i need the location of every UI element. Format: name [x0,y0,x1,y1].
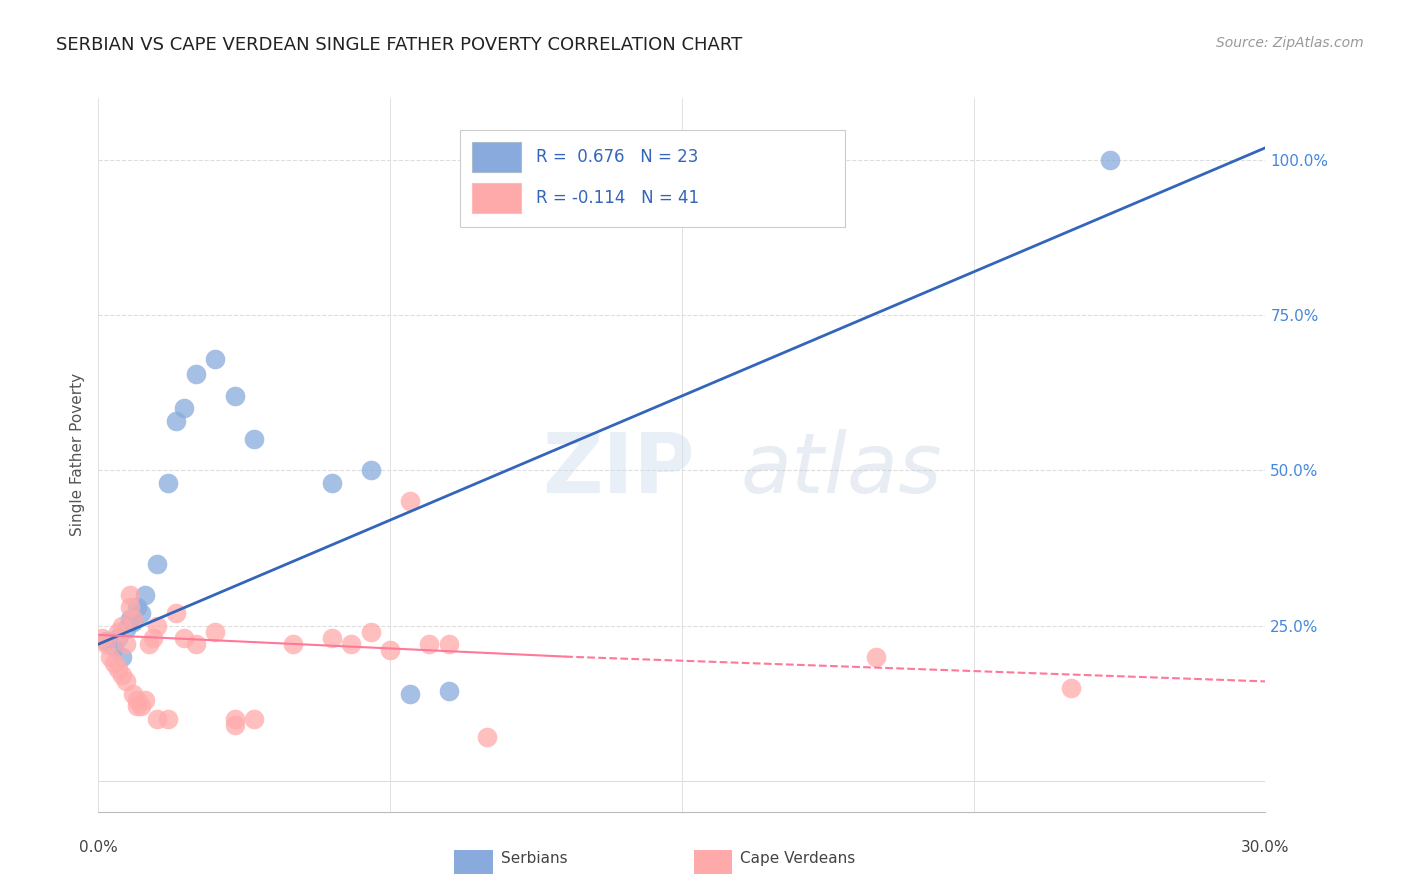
FancyBboxPatch shape [472,183,520,213]
Point [224,712,246,726]
Point [98,649,121,664]
Point [103,640,125,655]
Point [114,637,136,651]
Point [111,649,134,664]
Point [224,389,246,403]
Point [118,612,141,626]
Point [118,588,141,602]
Point [107,631,129,645]
Point [146,712,169,726]
Point [437,637,460,651]
Point [111,668,134,682]
Point [118,599,141,614]
Point [107,662,129,676]
Y-axis label: Single Father Poverty: Single Father Poverty [70,374,86,536]
Point [157,712,180,726]
Point [122,615,145,630]
Text: Cape Verdeans: Cape Verdeans [741,851,855,865]
Point [165,606,187,620]
Point [360,463,382,477]
Point [91,631,114,645]
Point [142,631,165,645]
Point [1060,681,1083,695]
Point [96,637,118,651]
Point [114,622,136,636]
Point [418,637,440,651]
Point [114,674,136,689]
Point [477,731,499,745]
Point [865,649,887,664]
Point [134,588,156,602]
Point [129,699,152,714]
Point [204,351,226,366]
Text: R = -0.114   N = 41: R = -0.114 N = 41 [536,189,699,207]
Text: 0.0%: 0.0% [79,840,118,855]
Text: 30.0%: 30.0% [1241,840,1289,855]
Point [127,693,149,707]
Point [138,637,160,651]
Text: R =  0.676   N = 23: R = 0.676 N = 23 [536,148,699,166]
Point [157,475,180,490]
Point [281,637,304,651]
Point [165,414,187,428]
Point [122,687,145,701]
FancyBboxPatch shape [460,130,845,227]
Point [184,368,207,382]
Point [1098,153,1121,168]
Point [111,618,134,632]
Point [146,618,169,632]
Text: SERBIAN VS CAPE VERDEAN SINGLE FATHER POVERTY CORRELATION CHART: SERBIAN VS CAPE VERDEAN SINGLE FATHER PO… [56,36,742,54]
FancyBboxPatch shape [693,850,733,874]
Point [398,687,420,701]
Point [398,494,420,508]
Text: Source: ZipAtlas.com: Source: ZipAtlas.com [1216,36,1364,50]
Point [204,624,226,639]
FancyBboxPatch shape [472,142,520,171]
Point [340,637,363,651]
FancyBboxPatch shape [454,850,494,874]
Point [321,475,343,490]
Point [103,656,125,670]
Point [122,612,145,626]
Text: atlas: atlas [741,429,942,509]
Point [127,599,149,614]
Point [96,634,118,648]
Point [243,712,266,726]
Point [134,693,156,707]
Point [146,557,169,571]
Text: ZIP: ZIP [541,429,695,509]
Point [321,631,343,645]
Point [224,718,246,732]
Point [173,631,195,645]
Point [360,624,382,639]
Point [184,637,207,651]
Point [243,433,266,447]
Point [129,606,152,620]
Point [378,643,402,657]
Point [437,683,460,698]
Text: Serbians: Serbians [501,851,568,865]
Point [173,401,195,416]
Point [107,624,129,639]
Point [127,699,149,714]
